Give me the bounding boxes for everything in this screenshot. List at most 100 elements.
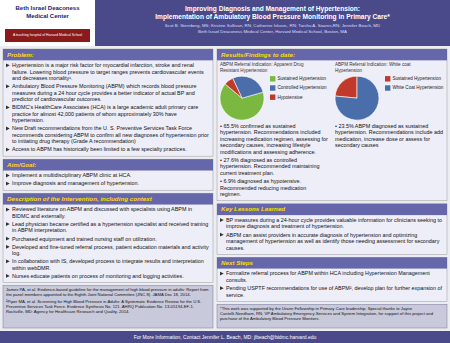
logo-caption: A teaching hospital of Harvard Medical S… xyxy=(13,33,82,37)
text-line: and decreases mortality¹. xyxy=(12,75,73,81)
section-box xyxy=(3,159,213,190)
text-line: Developed and fine-tuned referral proces… xyxy=(12,244,209,250)
bullet-marker xyxy=(6,174,10,178)
legend-label: White Coat Hypertension xyxy=(392,85,443,90)
pie-slice xyxy=(335,76,379,120)
text-line: ABPM can assist providers in accurate di… xyxy=(226,232,417,238)
text-line: secondary causes, increasing lifestyle xyxy=(220,142,311,148)
section: Description of the Intervention, includi… xyxy=(3,193,213,282)
text-line: Hypertension is a major risk factor for … xyxy=(12,62,194,68)
text-line: Beth Israel Deaconess Medical Center, Ha… xyxy=(198,29,347,34)
bullet-marker xyxy=(6,182,10,186)
section-title: Key Lessons Learned xyxy=(221,205,285,212)
bullet-marker xyxy=(6,259,10,263)
logo-text: Beth Israel DeaconessMedical Center xyxy=(15,5,80,18)
poster: Beth Israel DeaconessMedical Center A tea… xyxy=(0,0,450,343)
text-line: Key Lessons Learned xyxy=(221,205,285,212)
text-line: • 27.6% diagnosed as controlled xyxy=(220,157,297,163)
text-line: the panel members appointed to the Eight… xyxy=(6,292,191,297)
text-line: Results/Findings to date: xyxy=(221,51,295,58)
text-line: Implement a multidisciplinary ABPM clini… xyxy=(12,172,132,178)
text-line: improve diagnosis and treatment of hyper… xyxy=(226,223,344,229)
logo-background xyxy=(0,0,95,46)
section-title: Problem: xyxy=(7,51,34,58)
bullet-marker xyxy=(6,106,10,110)
text-line: causes. xyxy=(226,245,245,251)
section-header xyxy=(3,49,213,60)
legend: Sustained HypertensionControlled Hyperte… xyxy=(270,76,327,100)
bullet-marker xyxy=(6,237,10,241)
result-text: • 6.9% diagnosed as hypotensive.Recommen… xyxy=(220,178,306,197)
text-line: Purchased equipment and trained nursing … xyxy=(12,236,157,242)
text-line: Problem: xyxy=(7,51,34,58)
section: Next StepsFormalize referral process for… xyxy=(217,257,447,301)
bullet-marker xyxy=(220,233,224,237)
footnote: ²Piper MA, et al. Screening for High Blo… xyxy=(6,299,201,314)
bullet-text: Reviewed literature on ABPM and discusse… xyxy=(12,206,192,218)
text-line: log. xyxy=(12,250,21,256)
footer-background xyxy=(0,331,450,343)
bullet-marker xyxy=(6,208,10,212)
text-line: hypertension. Recommendations included xyxy=(220,129,320,135)
text-line: BIDMC's HealthCare Associates (HCA) is a… xyxy=(12,104,198,110)
bullet-text: ABPM can assist providers in accurate di… xyxy=(226,232,440,251)
section-header xyxy=(3,193,213,204)
bullet-marker xyxy=(6,84,10,88)
text-line: ABPM Referral Indication: White coat xyxy=(335,62,411,67)
text-line: hypertension. Recommendations include ad… xyxy=(335,129,443,135)
text-line: Beth Israel Deaconess xyxy=(15,5,80,11)
chart: ABPM Referral Indication: White coatHype… xyxy=(335,62,444,148)
header: Beth Israel DeaconessMedical Center A tea… xyxy=(0,0,450,46)
text-line: current treatment plan. xyxy=(220,170,274,176)
text-line: Sustained Hypertension xyxy=(277,76,326,81)
text-line: Rockville, MD: Agency for Healthcare Res… xyxy=(6,309,130,314)
section-header xyxy=(3,159,213,170)
pie-slice xyxy=(225,78,242,98)
text-line: within webDMR. xyxy=(11,265,51,271)
bullet-text: New Draft recommendations from the U. S.… xyxy=(12,125,209,144)
text-line: Improving Diagnosis and Management of Hy… xyxy=(185,5,360,13)
text-line: Pending USPTF recommendations for use of… xyxy=(226,285,443,291)
bullet-text: Ambulatory Blood Pressure Monitoring (AB… xyxy=(12,83,197,102)
bullet-text: BIDMC's HealthCare Associates (HCA) is a… xyxy=(12,104,198,123)
bullet-text: Nurses educate patients on process of mo… xyxy=(12,273,184,279)
section: Key Lessons LearnedBP measures during a … xyxy=(217,204,447,254)
bullet-text: Developed and fine-tuned referral proces… xyxy=(12,244,209,256)
bullet-text: Lead physician became certified as a hyp… xyxy=(12,221,208,233)
bullet-text: Access to ABPM has historically been lim… xyxy=(12,146,187,152)
text-line: purchase of the Ambulatory Blood Pressur… xyxy=(220,316,320,321)
chart-title: ABPM Referral Indication: Apparent DrugR… xyxy=(220,62,304,73)
text-line: Lead physician became certified as a hyp… xyxy=(12,221,208,227)
text-line: modifications and assessing adherence. xyxy=(220,149,316,155)
footnote-box xyxy=(3,286,213,328)
text-line: Ambulatory Blood Pressure Monitoring (AB… xyxy=(12,83,197,89)
text-line: Implementation of Ambulatory Blood Press… xyxy=(155,13,390,21)
section-title: Aim/Goal: xyxy=(6,161,36,168)
text-line: hypertension. Recommended maintaining xyxy=(220,163,320,169)
section: Aim/Goal: Implement a multidisciplinary A… xyxy=(3,159,213,190)
bullet-marker xyxy=(6,222,10,226)
text-line: consults. xyxy=(226,277,247,283)
text-line: increasing medication regimen, assessing… xyxy=(220,136,328,142)
text-line: regimen. xyxy=(220,191,241,197)
poster-content: Beth Israel DeaconessMedical Center A tea… xyxy=(0,0,450,343)
result-text: • 27.6% diagnosed as controlledhypertens… xyxy=(220,157,320,176)
text-line: Improve diagnosis and management of hype… xyxy=(12,180,139,186)
text-line: Scot B. Sternberg, MS; Kristine Sullivan… xyxy=(165,23,380,28)
logo-bar xyxy=(5,29,90,42)
section: James PA, et al. Evidence-based guidelin… xyxy=(3,286,213,328)
text-line: predictor of cardiovascular outcomes. xyxy=(12,96,102,102)
section-box xyxy=(217,204,447,254)
pie-slice xyxy=(335,76,357,98)
section: Results/Findings to date: ABPM Referral I… xyxy=(217,49,447,201)
text-line: Next Steps xyxy=(221,259,254,266)
text-line: • 65.5% confirmed as sustained xyxy=(220,123,296,129)
section-box xyxy=(3,193,213,282)
section-title: Next Steps xyxy=(221,259,254,266)
section-box xyxy=(3,49,213,156)
footnote-box xyxy=(217,304,447,328)
pie xyxy=(335,76,379,120)
legend-swatch xyxy=(385,76,390,81)
text-line: Resistant Hypertension xyxy=(220,68,268,73)
text-line: ABPM Referral Indication: Apparent Drug xyxy=(220,62,304,67)
